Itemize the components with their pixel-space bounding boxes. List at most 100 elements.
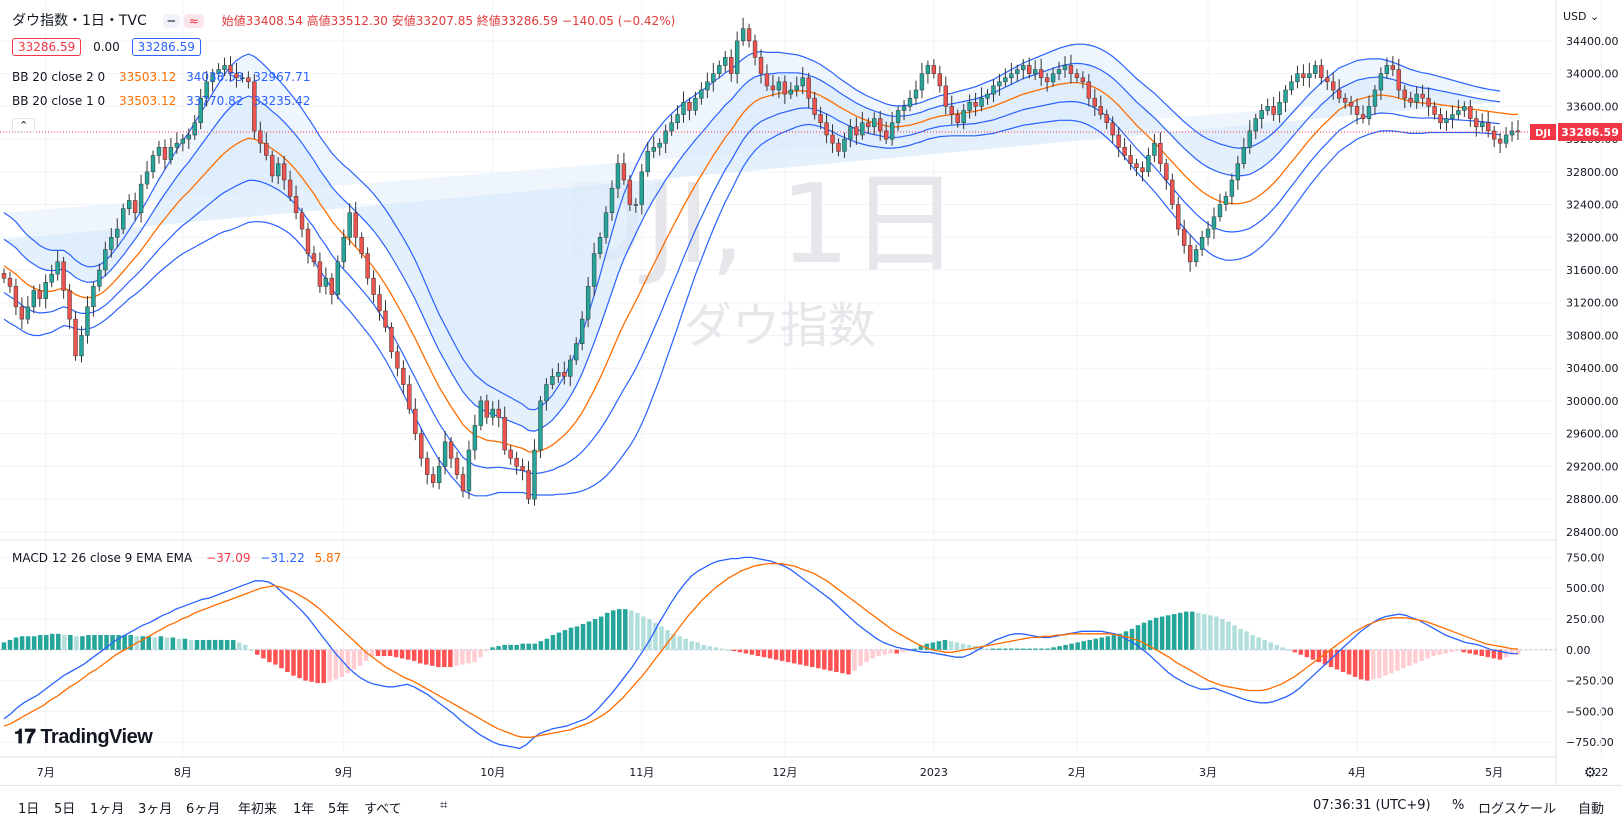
range-button[interactable]: 1ヶ月 bbox=[90, 802, 125, 817]
candle bbox=[1384, 57, 1390, 79]
percent-scale-button[interactable]: % bbox=[1452, 798, 1465, 813]
auto-scale-button[interactable]: 自動 bbox=[1578, 802, 1605, 817]
macd-histogram-bar bbox=[200, 639, 206, 650]
candle-body bbox=[1342, 97, 1348, 103]
macd-histogram-bar bbox=[25, 636, 31, 650]
candle-body bbox=[448, 441, 454, 459]
macd-histogram-bar bbox=[80, 636, 85, 650]
range-button[interactable]: 1日 bbox=[18, 802, 40, 817]
candle bbox=[1354, 98, 1360, 125]
candle bbox=[323, 267, 329, 295]
candle-body bbox=[1384, 65, 1390, 74]
candle bbox=[717, 60, 722, 79]
macd-tick-label: 750.00 bbox=[1566, 551, 1605, 564]
clock-time[interactable]: 07:36:31 (UTC+9) bbox=[1313, 798, 1431, 813]
time-tick-label: 3月 bbox=[1199, 766, 1217, 779]
candle bbox=[61, 256, 66, 299]
candle bbox=[1420, 84, 1425, 107]
macd-histogram-bar bbox=[417, 649, 423, 664]
candle bbox=[508, 445, 513, 465]
candle bbox=[490, 401, 495, 426]
candle-body bbox=[496, 408, 501, 418]
candle bbox=[639, 163, 644, 215]
log-scale-button[interactable]: ログスケール bbox=[1478, 802, 1557, 817]
macd-histogram-bar bbox=[490, 647, 495, 650]
candle bbox=[317, 252, 323, 293]
candle-body bbox=[931, 65, 937, 74]
macd-histogram-bar bbox=[19, 636, 25, 650]
candle bbox=[585, 277, 591, 328]
macd-histogram-bar bbox=[1274, 644, 1279, 650]
candle-body bbox=[961, 110, 966, 123]
candle-body bbox=[144, 171, 150, 185]
candle bbox=[1503, 127, 1509, 149]
macd-histogram-bar bbox=[176, 638, 182, 650]
candle-body bbox=[377, 294, 382, 312]
collapse-legend-button[interactable]: ⌃ bbox=[12, 118, 36, 133]
candle bbox=[1146, 147, 1151, 177]
compare-toggle[interactable]: ━ bbox=[162, 14, 180, 28]
candle bbox=[299, 207, 305, 238]
candle-body bbox=[1348, 102, 1354, 107]
macd-legend[interactable]: MACD 12 26 close 9 EMA EMA −37.09 −31.22… bbox=[12, 551, 341, 565]
candle-body bbox=[1289, 81, 1294, 91]
candle-body bbox=[1354, 106, 1360, 115]
macd-histogram-bar bbox=[1226, 621, 1231, 650]
bb1-legend[interactable]: BB 20 close 1 0 33503.12 33770.82 33235.… bbox=[12, 94, 310, 108]
macd-histogram-bar bbox=[158, 636, 164, 650]
candle-body bbox=[25, 306, 31, 320]
candle-body bbox=[794, 85, 799, 91]
macd-histogram-bar bbox=[990, 648, 996, 650]
candle-body bbox=[723, 57, 728, 66]
macd-histogram-bar bbox=[803, 649, 809, 666]
range-button[interactable]: 3ヶ月 bbox=[138, 802, 173, 817]
macd-histogram-bar bbox=[834, 649, 839, 672]
candle-body bbox=[162, 147, 168, 160]
macd-histogram-bar bbox=[1322, 649, 1328, 665]
candle bbox=[967, 94, 972, 119]
macd-histogram-bar bbox=[629, 610, 634, 650]
macd-histogram-bar bbox=[327, 649, 332, 682]
range-button[interactable]: 年初来 bbox=[238, 802, 278, 817]
range-button[interactable]: すべて bbox=[364, 802, 402, 817]
candle-body bbox=[1098, 106, 1103, 115]
candle-body bbox=[1116, 134, 1121, 148]
settings-gear-icon[interactable]: ⚙ bbox=[1584, 765, 1597, 781]
bb2-legend[interactable]: BB 20 close 2 0 33503.12 34038.53 32967.… bbox=[12, 70, 310, 84]
candle bbox=[49, 264, 54, 288]
candle-body bbox=[43, 282, 48, 299]
range-button[interactable]: 5年 bbox=[328, 802, 350, 817]
candle bbox=[270, 150, 275, 183]
range-button[interactable]: 5日 bbox=[54, 802, 76, 817]
candle bbox=[776, 76, 782, 99]
candle-body bbox=[49, 273, 54, 283]
range-button[interactable]: 6ヶ月 bbox=[186, 802, 221, 817]
candle bbox=[276, 157, 281, 185]
macd-histogram-bar bbox=[405, 649, 411, 660]
bb1-lower: 33235.42 bbox=[253, 94, 311, 108]
candle-body bbox=[1164, 163, 1169, 181]
macd-histogram-bar bbox=[707, 646, 712, 650]
tradingview-logo[interactable]: 𝟏𝟕 TradingView bbox=[14, 726, 153, 749]
candle bbox=[895, 105, 901, 131]
chart-canvas[interactable]: 28400.00 28800.00 29200.00 29600.00 30000.00… bbox=[0, 0, 1622, 790]
macd-histogram-bar bbox=[1015, 648, 1020, 650]
candle-body bbox=[538, 400, 543, 451]
candle-body bbox=[186, 134, 191, 140]
candle-body bbox=[1062, 65, 1068, 70]
date-range-icon[interactable]: ⌗ bbox=[440, 798, 448, 813]
candle-body bbox=[228, 65, 233, 74]
candle-body bbox=[717, 65, 722, 74]
currency-selector[interactable]: USD ⌄ bbox=[1563, 10, 1599, 23]
candle bbox=[860, 111, 865, 140]
macd-signal-value: 5.87 bbox=[314, 551, 342, 565]
macd-histogram-bar bbox=[1268, 642, 1273, 650]
candle bbox=[91, 281, 96, 317]
candle bbox=[812, 91, 817, 120]
currency-label: USD bbox=[1563, 10, 1587, 23]
wave-icon[interactable]: ≈ bbox=[183, 14, 204, 28]
macd-histogram-bar bbox=[840, 649, 845, 674]
candle bbox=[460, 466, 466, 498]
range-button[interactable]: 1年 bbox=[293, 802, 315, 817]
candle-body bbox=[335, 261, 340, 295]
